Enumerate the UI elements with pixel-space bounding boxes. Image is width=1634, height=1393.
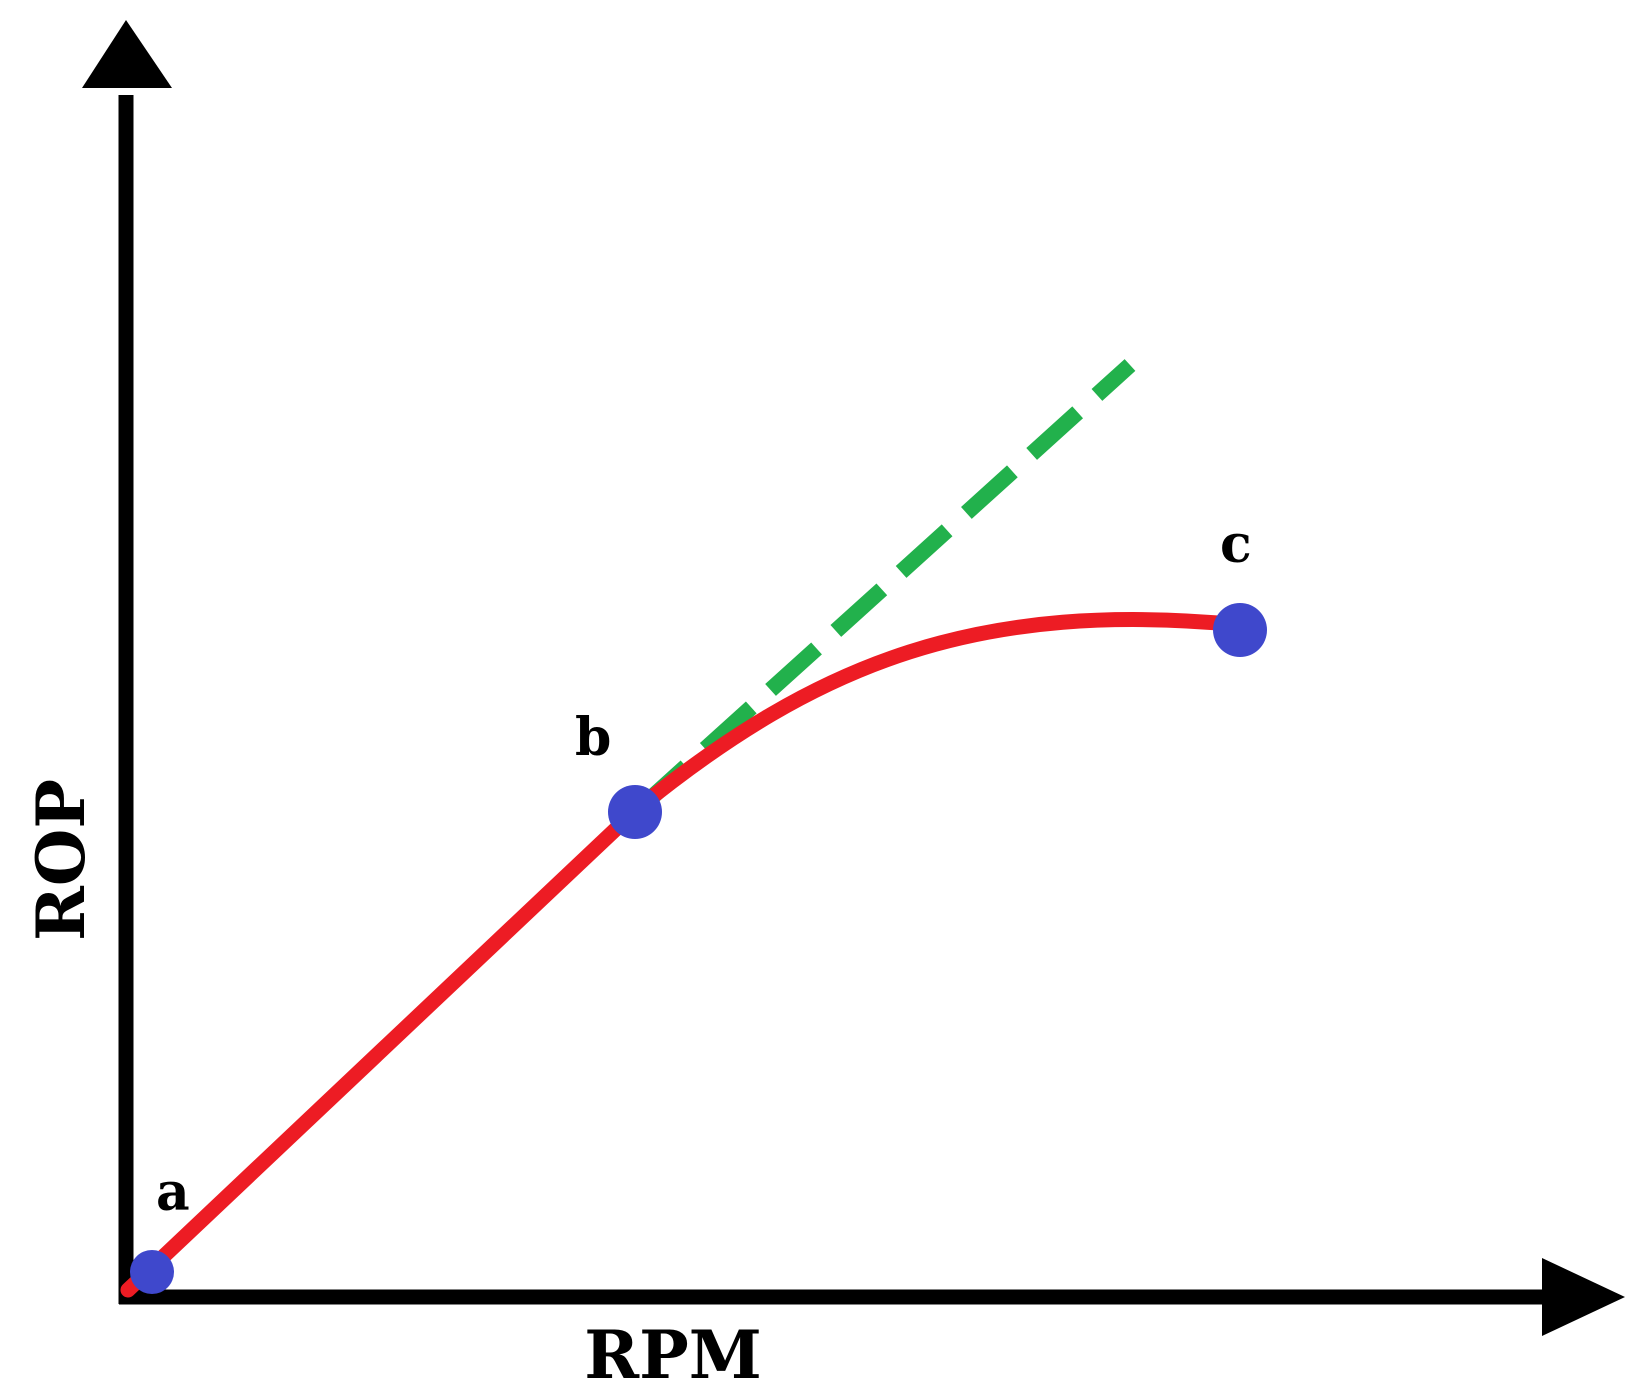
point-c-label: c xyxy=(1220,514,1252,575)
rop-curve xyxy=(120,612,1250,1298)
point-a-label: a xyxy=(156,1162,190,1223)
point-c-marker xyxy=(1213,603,1267,657)
x-axis-title: RPM xyxy=(584,1316,762,1393)
x-axis-arrowhead xyxy=(1542,1258,1625,1336)
point-b-label: b xyxy=(575,707,611,768)
point-b-marker xyxy=(608,785,662,839)
linear-extrapolation-line xyxy=(634,359,1136,814)
y-axis-arrowhead xyxy=(82,20,172,88)
y-axis-title: ROP xyxy=(22,779,100,941)
point-a-marker xyxy=(130,1250,174,1294)
